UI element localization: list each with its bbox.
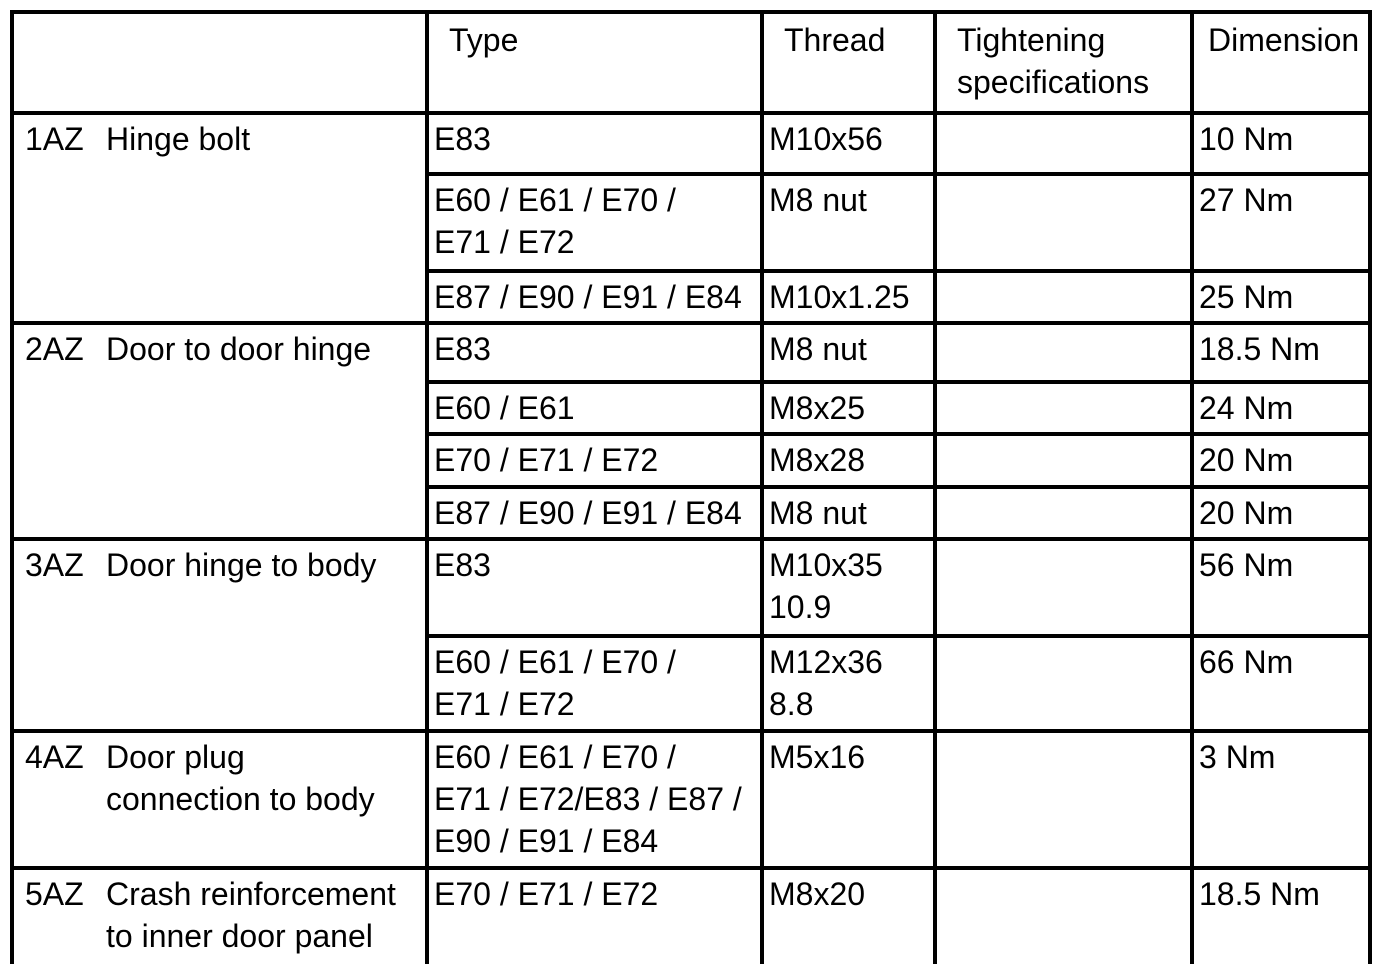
type-cell: E60 / E61 / E70 / E71 / E72: [425, 634, 764, 733]
type-cell: E87 / E90 / E91 / E84: [425, 269, 764, 325]
thread-cell: M8x20: [760, 866, 937, 964]
item-label-group: 1AZ Hinge bolt: [16, 118, 421, 160]
item-cell: 4AZ Door plug connection to body: [10, 729, 429, 870]
dimension-cell: 56 Nm: [1190, 537, 1372, 638]
az-code: 4AZ: [25, 739, 84, 775]
thread-cell: M10x56: [760, 111, 937, 176]
section-3az: 3AZ Door hinge to body E83 M10x35 10.9 56 Nm…: [10, 537, 1372, 733]
spec-row: 3AZ Door hinge to body E83 M10x35 10.9 56 Nm: [10, 537, 1372, 733]
item-label-group: 2AZ Door to door hinge: [16, 328, 421, 370]
spec-row: E87 / E90 / E91 / E84 M8 nut 20 Nm: [12, 485, 1372, 541]
az-code: 3AZ: [25, 547, 84, 583]
header-row: Type Thread Tightening specifications Di…: [10, 10, 1372, 115]
item-label-group: 4AZ Door plug connection to body: [16, 736, 421, 820]
tightening-cell: [933, 172, 1194, 273]
spec-row: E60 / E61 M8x25 24 Nm: [12, 380, 1372, 436]
type-cell: E60 / E61 / E70 / E71 / E72: [425, 172, 764, 273]
item-label-group: 5AZ Crash reinforcement to inner door pan…: [16, 873, 421, 957]
item-cell: 3AZ Door hinge to body: [10, 537, 429, 733]
spec-row: 2AZ Door to door hinge E83 M8 nut 18.5 Nm: [10, 321, 1372, 541]
section-4az: 4AZ Door plug connection to body E60 / E61…: [10, 729, 1372, 870]
thread-cell: M8 nut: [760, 485, 937, 541]
spec-row: E60 / E61 / E70 / E71 / E72 M12x36 8.8 66 …: [12, 634, 1372, 733]
dimension-cell: 3 Nm: [1190, 729, 1372, 870]
thread-cell: M8 nut: [760, 172, 937, 273]
tightening-cell: [933, 111, 1194, 176]
dimension-cell: 20 Nm: [1190, 485, 1372, 541]
tightening-cell: [933, 485, 1194, 541]
tightening-cell: [933, 269, 1194, 325]
type-cell: E83: [425, 321, 764, 384]
type-cell: E70 / E71 / E72: [425, 432, 764, 489]
item-cell: 1AZ Hinge bolt: [10, 111, 429, 325]
thread-cell: M5x16: [760, 729, 937, 870]
thread-cell: M8x25: [760, 380, 937, 436]
item-description: Crash reinforcement to inner door panel: [106, 876, 396, 954]
table-header: Type Thread Tightening specifications Di…: [10, 10, 1372, 115]
section-1az: 1AZ Hinge bolt E83 M10x56 10 Nm E60 / E61 / E…: [10, 111, 1372, 325]
item-cell: 2AZ Door to door hinge: [10, 321, 429, 541]
item-description: Door hinge to body: [106, 547, 377, 583]
spec-row: 1AZ Hinge bolt E83 M10x56 10 Nm: [10, 111, 1372, 325]
thread-cell: M12x36 8.8: [760, 634, 937, 733]
az-code: 1AZ: [25, 121, 84, 157]
item-description: Door plug connection to body: [106, 739, 375, 817]
dimension-cell: 27 Nm: [1190, 172, 1372, 273]
tightening-spec-table: Type Thread Tightening specifications Di…: [10, 10, 1372, 964]
dimension-cell: 66 Nm: [1190, 634, 1372, 733]
item-description: Hinge bolt: [106, 121, 251, 157]
spec-row: E70 / E71 / E72 M8x28 20 Nm: [12, 432, 1372, 489]
dimension-cell: 18.5 Nm: [1190, 866, 1372, 964]
type-cell: E70 / E71 / E72: [425, 866, 764, 964]
tightening-cell: [933, 432, 1194, 489]
dimension-cell: 24 Nm: [1190, 380, 1372, 436]
tightening-cell: [933, 321, 1194, 384]
tightening-cell: [933, 729, 1194, 870]
tightening-cell: [933, 380, 1194, 436]
header-thread: Thread: [760, 10, 937, 115]
az-code: 2AZ: [25, 331, 84, 367]
header-item: [10, 10, 429, 115]
thread-cell: M10x35 10.9: [760, 537, 937, 638]
type-cell: E60 / E61 / E70 / E71 / E72/E83 / E87 / …: [425, 729, 764, 870]
tightening-cell: [933, 634, 1194, 733]
item-cell: 5AZ Crash reinforcement to inner door pan…: [10, 866, 429, 964]
spec-row: 5AZ Crash reinforcement to inner door pan…: [10, 866, 1372, 964]
dimension-cell: 10 Nm: [1190, 111, 1372, 176]
spec-row: 4AZ Door plug connection to body E60 / E61…: [10, 729, 1372, 870]
type-cell: E60 / E61: [425, 380, 764, 436]
item-label-group: 3AZ Door hinge to body: [16, 544, 421, 586]
thread-cell: M8x28: [760, 432, 937, 489]
tightening-cell: [933, 866, 1194, 964]
type-cell: E83: [425, 111, 764, 176]
tightening-cell: [933, 537, 1194, 638]
az-code: 5AZ: [25, 876, 84, 912]
header-dimension: Dimension: [1190, 10, 1372, 115]
thread-cell: M10x1.25: [760, 269, 937, 325]
header-tightening-specifications: Tightening specifications: [933, 10, 1194, 115]
thread-cell: M8 nut: [760, 321, 937, 384]
dimension-cell: 20 Nm: [1190, 432, 1372, 489]
header-type: Type: [425, 10, 764, 115]
spec-row: E60 / E61 / E70 / E71 / E72 M8 nut 27 Nm: [12, 172, 1372, 273]
item-description: Door to door hinge: [106, 331, 372, 367]
dimension-cell: 25 Nm: [1190, 269, 1372, 325]
section-5az: 5AZ Crash reinforcement to inner door pan…: [10, 866, 1372, 964]
dimension-cell: 18.5 Nm: [1190, 321, 1372, 384]
spec-row: E87 / E90 / E91 / E84 M10x1.25 25 Nm: [12, 269, 1372, 325]
type-cell: E83: [425, 537, 764, 638]
type-cell: E87 / E90 / E91 / E84: [425, 485, 764, 541]
section-2az: 2AZ Door to door hinge E83 M8 nut 18.5 Nm E60…: [10, 321, 1372, 541]
